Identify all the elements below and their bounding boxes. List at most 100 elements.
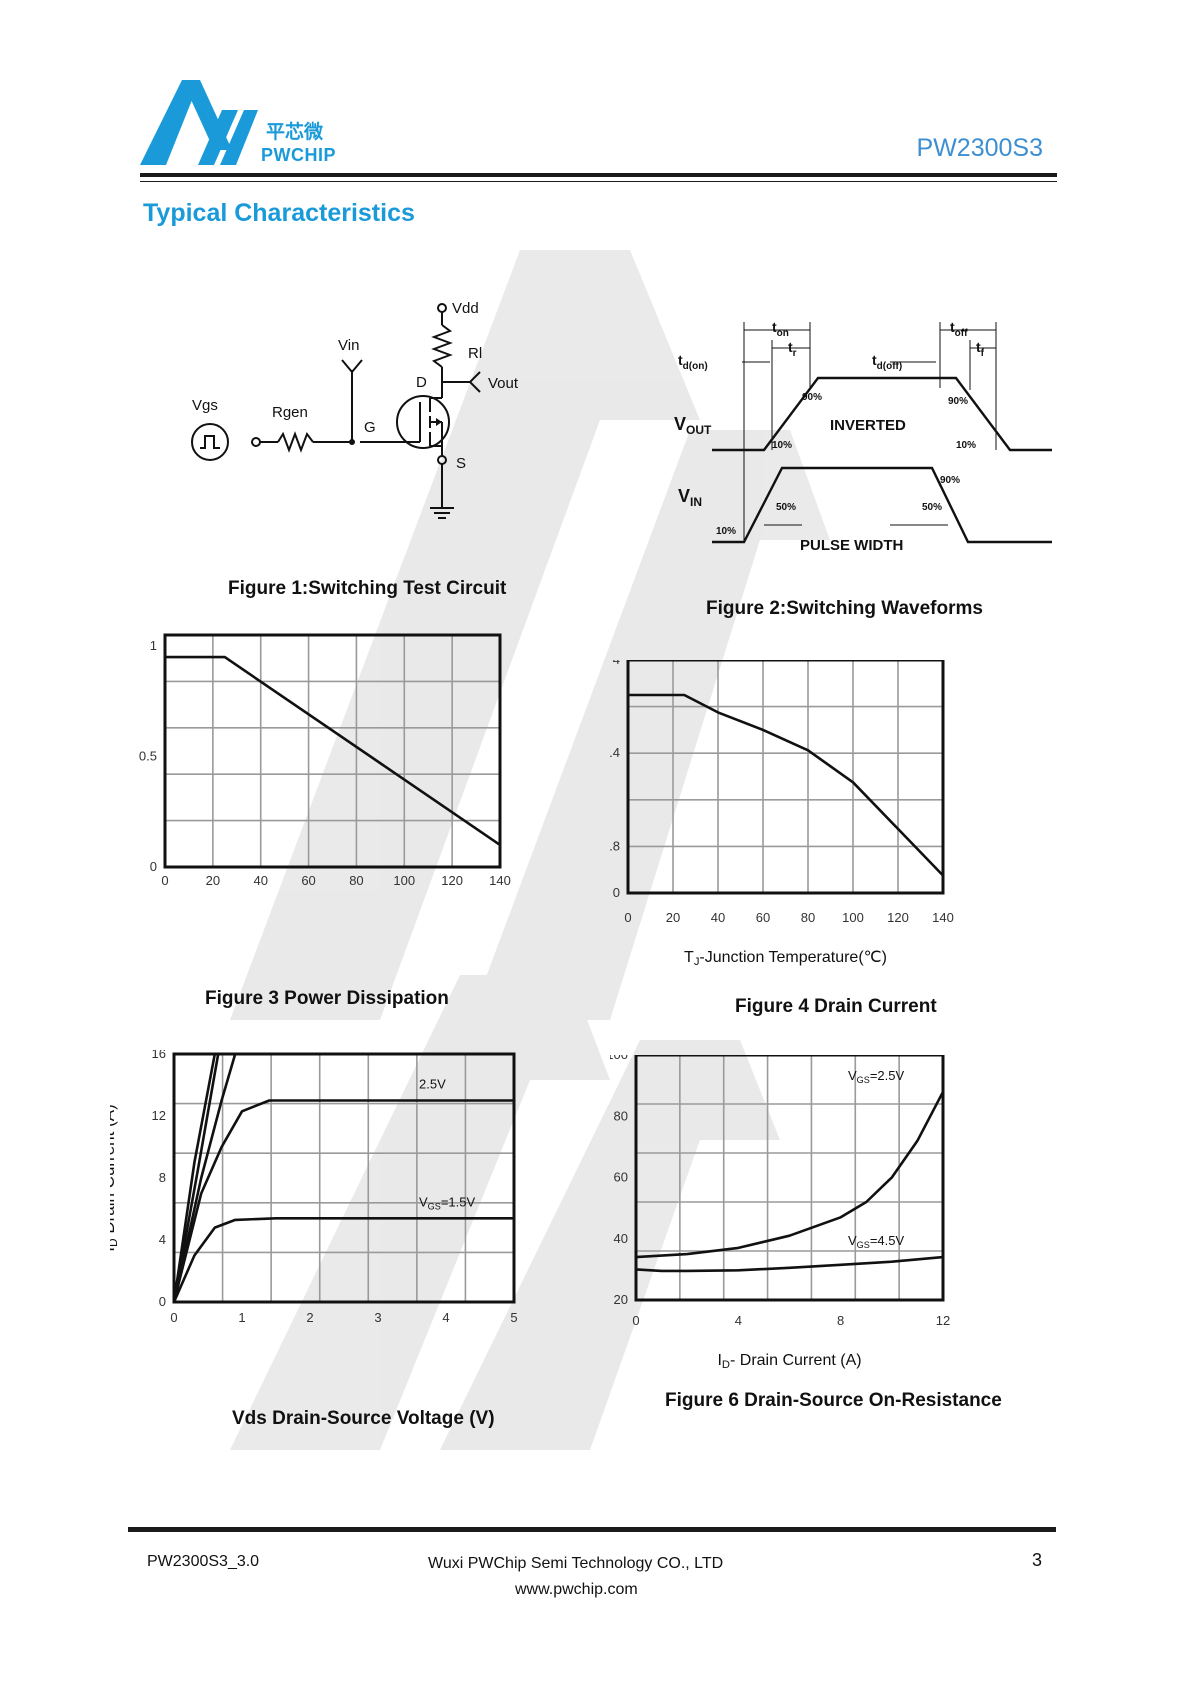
- y-tick-label: 12: [152, 1108, 166, 1123]
- vin-wave-label: VIN: [678, 486, 702, 509]
- x-tick-label: 120: [441, 873, 463, 888]
- y-axis-label: PDPower(W): [110, 703, 111, 799]
- series-line-0: [165, 655, 501, 846]
- x-tick-label: 140: [932, 910, 954, 925]
- footer-company: Wuxi PWChip Semi Technology CO., LTD: [428, 1555, 724, 1572]
- s-label: S: [456, 455, 466, 472]
- d-label: D: [416, 374, 427, 391]
- x-tick-label: 12: [936, 1313, 950, 1328]
- figure6-caption: Figure 6 Drain-Source On-Resistance: [665, 1390, 1002, 1411]
- p50-label-2: 50%: [922, 502, 942, 513]
- y-tick-label: 40: [614, 1231, 628, 1246]
- brand-name-en: PWCHIP: [261, 145, 336, 165]
- figure5-caption: Vds Drain-Source Voltage (V): [232, 1408, 495, 1429]
- series-line-3: [172, 1099, 514, 1303]
- y-tick-label: 1: [150, 638, 157, 653]
- x-tick-label: 1: [238, 1310, 245, 1325]
- pwchip-logo-icon: [140, 80, 258, 165]
- p50-label-1: 50%: [776, 502, 796, 513]
- switching-test-circuit-diagram: Vdd Rl Vin Vout D G S Vgs Rgen: [191, 300, 519, 519]
- y-tick-label: 100: [610, 1055, 628, 1062]
- toff-label: toff: [950, 319, 968, 339]
- power-dissipation-chart: 0 20 40 60 80 100 120 140 0 0.5 1 PDPower(W): [110, 633, 511, 888]
- footer-doc-id: PW2300S3_3.0: [147, 1553, 260, 1570]
- vgs-label: Vgs: [192, 397, 218, 414]
- plot-frame: [634, 1055, 945, 1302]
- x-tick-label: 40: [711, 910, 725, 925]
- footer-url: www.pwchip.com: [515, 1581, 638, 1598]
- series-line-4: [172, 1217, 514, 1303]
- p90-label-1: 90%: [802, 392, 822, 403]
- x-tick-label: 0: [161, 873, 168, 888]
- p10-label-2: 10%: [956, 440, 976, 451]
- series-line-1: [172, 1053, 220, 1303]
- x-axis-label: ID- Drain Current (A): [717, 1352, 861, 1371]
- x-tick-label: 80: [349, 873, 363, 888]
- x-tick-label: 20: [666, 910, 680, 925]
- y-tick-label: 20: [614, 1292, 628, 1307]
- y-tick-label: 80: [614, 1108, 628, 1123]
- series-line-0: [628, 693, 944, 877]
- series-label-3: 2.5V: [419, 1077, 446, 1092]
- p90-label-3: 90%: [940, 475, 960, 486]
- part-number: PW2300S3: [916, 134, 1043, 162]
- x-tick-label: 2: [306, 1310, 313, 1325]
- vin-label: Vin: [338, 337, 359, 354]
- series-label-1: VGS=4.5V: [848, 1233, 904, 1250]
- header-rule: [140, 173, 1057, 177]
- series-label-0: VGS=2.5V: [848, 1068, 904, 1085]
- inverted-label: INVERTED: [830, 417, 906, 434]
- figure1-caption: Figure 1:Switching Test Circuit: [228, 578, 507, 599]
- chart-plot: 0481220406080100Rdson On-Resistance(mΩ)I…: [610, 1055, 950, 1371]
- plot-frame: [172, 1052, 516, 1304]
- x-tick-label: 3: [374, 1310, 381, 1325]
- y-tick-label: 0: [613, 885, 620, 900]
- figure2-caption: Figure 2:Switching Waveforms: [706, 598, 983, 619]
- tdon-label: td(on): [678, 352, 708, 372]
- tr-label: tr: [788, 339, 797, 359]
- brand-name-cn: 平芯微: [266, 122, 324, 143]
- ton-label: ton: [772, 319, 789, 339]
- y-tick-label: 4: [159, 1232, 166, 1247]
- x-tick-label: 60: [301, 873, 315, 888]
- y-tick-label: 0: [150, 859, 157, 874]
- output-characteristics-chart: 0123450481216ID Drain Current (A)8V4.5V3…: [110, 1050, 518, 1325]
- chart-plot: 0 20 40 60 80 100 120 140 0 0.5 1 PDPower(W): [110, 633, 511, 888]
- x-tick-label: 20: [206, 873, 220, 888]
- x-tick-label: 4: [442, 1310, 449, 1325]
- y-tick-label: 0.5: [139, 749, 157, 764]
- p10-label-1: 10%: [772, 440, 792, 451]
- x-tick-label: 80: [801, 910, 815, 925]
- y-axis-label: ID Drain Current (A): [110, 1104, 120, 1251]
- y-tick-label: 4: [613, 660, 620, 667]
- plot-frame: [626, 660, 945, 895]
- section-title: Typical Characteristics: [143, 199, 415, 227]
- rgen-label: Rgen: [272, 404, 308, 421]
- x-tick-label: 40: [253, 873, 267, 888]
- x-tick-label: 120: [887, 910, 909, 925]
- p90-label-2: 90%: [948, 396, 968, 407]
- x-tick-label: 5: [510, 1310, 517, 1325]
- series-line-0: [172, 1053, 217, 1303]
- series-line-2: [172, 1053, 237, 1303]
- x-tick-label: 100: [842, 910, 864, 925]
- rl-label: Rl: [468, 345, 482, 362]
- x-tick-label: 0: [170, 1310, 177, 1325]
- chart-plot: 0123450481216ID Drain Current (A)8V4.5V3…: [110, 1050, 518, 1325]
- tdoff-label: td(off): [872, 352, 902, 372]
- figure3-caption: Figure 3 Power Dissipation: [205, 988, 449, 1009]
- y-tick-label: 2.4: [610, 745, 620, 760]
- plot-frame: [163, 633, 502, 869]
- x-tick-label: 4: [735, 1313, 742, 1328]
- y-tick-label: 0: [159, 1294, 166, 1309]
- x-tick-label: 8: [837, 1313, 844, 1328]
- footer-rule: [128, 1527, 1056, 1532]
- series-line-0: [635, 1091, 945, 1259]
- figure4-caption: Figure 4 Drain Current: [735, 996, 937, 1017]
- switching-waveforms-diagram: ton toff tr tf td(on) td(off) VOUT VIN I…: [674, 319, 1052, 554]
- tf-label: tf: [976, 339, 985, 359]
- p10-label-3: 10%: [716, 526, 736, 537]
- on-resistance-chart: 0481220406080100Rdson On-Resistance(mΩ)I…: [610, 1055, 950, 1371]
